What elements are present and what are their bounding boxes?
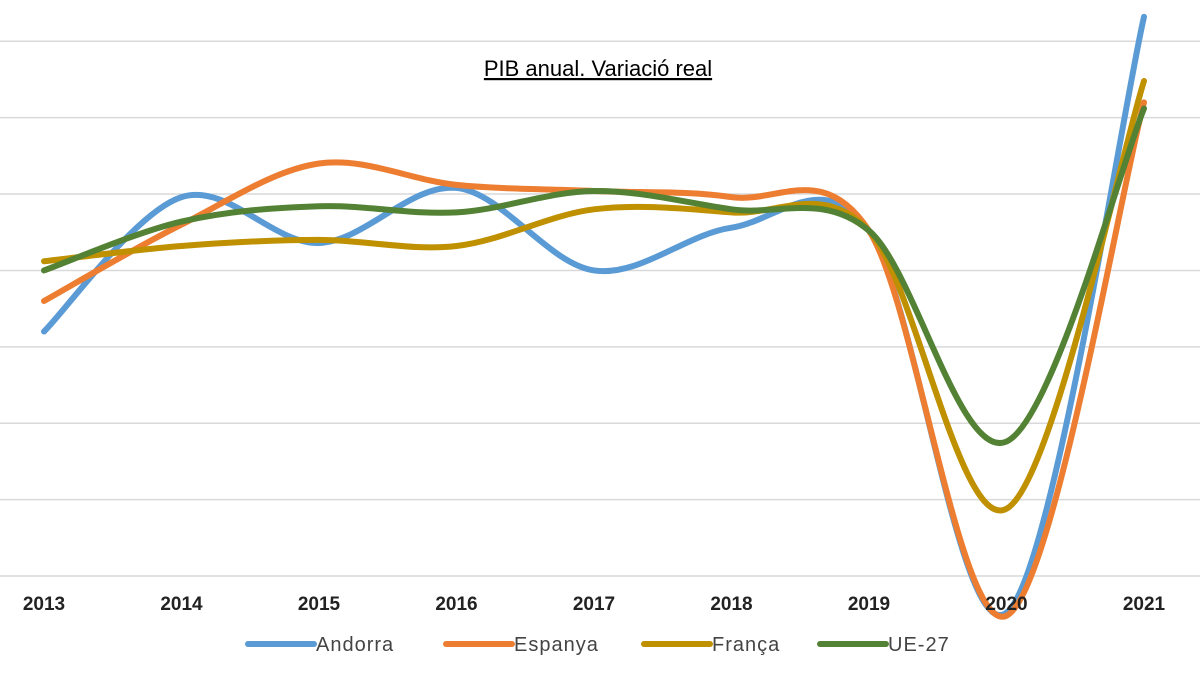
- x-tick-label-2014: 2014: [160, 594, 203, 615]
- chart-title: PIB anual. Variació real: [484, 56, 712, 81]
- x-tick-label-2017: 2017: [573, 594, 615, 615]
- legend-label: Espanya: [514, 634, 599, 656]
- legend-item-fran-a: França: [641, 634, 780, 656]
- series-lines: [41, 13, 1147, 620]
- legend-item-espanya: Espanya: [443, 634, 599, 656]
- x-tick-label-2015: 2015: [298, 594, 341, 615]
- legend-item-ue-27: UE-27: [817, 634, 950, 656]
- x-tick-label-2018: 2018: [710, 594, 752, 615]
- x-tick-label-2013: 2013: [23, 594, 65, 615]
- x-tick-label-2019: 2019: [848, 594, 890, 615]
- legend-label: França: [712, 634, 780, 656]
- x-tick-label-2021: 2021: [1123, 594, 1166, 615]
- x-axis-tick-labels: 2013 2014 2015 2016 2017 2018 2019 2020 2021: [23, 594, 1166, 615]
- legend-label: UE-27: [888, 634, 950, 656]
- legend-label: Andorra: [316, 634, 394, 656]
- series-line-fran-a: [41, 78, 1147, 514]
- series-line-ue-27: [41, 105, 1147, 446]
- x-tick-label-2016: 2016: [435, 594, 477, 615]
- x-tick-label-2020: 2020: [985, 594, 1027, 615]
- legend: Andorra Espanya França UE-27: [245, 634, 950, 656]
- legend-item-andorra: Andorra: [245, 634, 394, 656]
- series-line-andorra: [41, 13, 1147, 619]
- series-line-espanya: [41, 99, 1147, 620]
